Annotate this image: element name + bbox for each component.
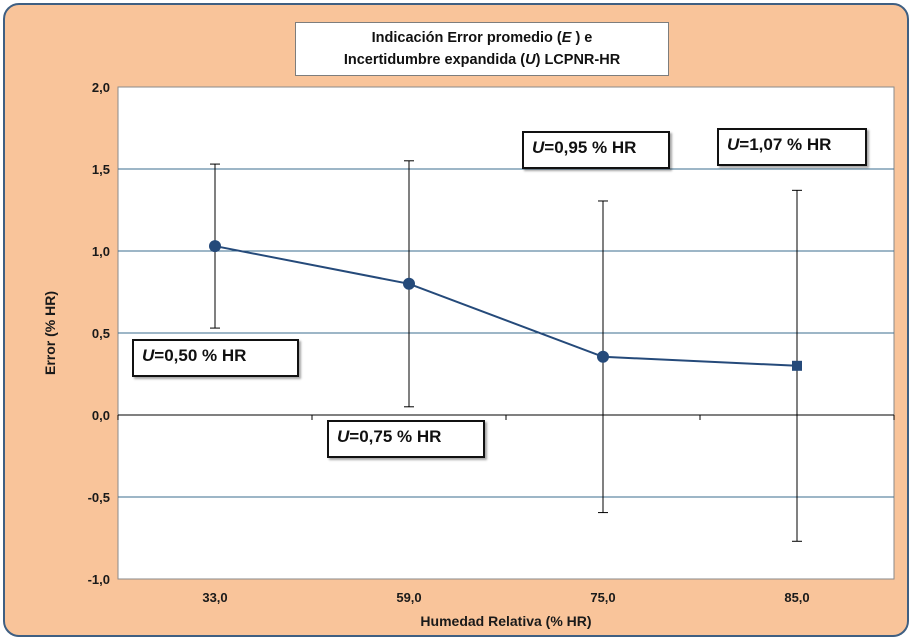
y-tick-label: -1,0 [88,572,110,587]
x-tick-label: 85,0 [784,590,809,605]
x-axis-title: Humedad Relativa (% HR) [420,613,591,629]
series-line [214,245,798,367]
y-axis-title: Error (% HR) [42,291,58,375]
data-point [597,350,609,363]
y-tick-label: 0,0 [92,408,110,423]
y-tick-label: 0,5 [92,326,110,341]
uncertainty-label-85: U=1,07 % HR [717,128,867,166]
chart-title: Indicación Error promedio (E ) e Incerti… [295,22,669,76]
y-tick-label: -0,5 [88,490,110,505]
data-point [792,360,802,371]
uncertainty-label-75: U=0,95 % HR [522,131,670,169]
y-tick-label: 1,5 [92,162,110,177]
chart-title-line2: Incertidumbre expandida (U) LCPNR-HR [343,52,621,68]
data-point [209,240,221,253]
uncertainty-label-59: U=0,75 % HR [327,420,485,458]
y-tick-label: 1,0 [92,244,110,259]
y-tick-label: 2,0 [92,80,110,95]
chart: -1,0 -0,5 0,0 0,5 1,0 1,5 2,0 33,0 59,0 75,0 85,0 H… [42,80,895,629]
data-point [403,277,415,290]
chart-frame: -1,0 -0,5 0,0 0,5 1,0 1,5 2,0 33,0 59,0 75,0 85,0 H… [3,3,909,637]
x-tick-label: 59,0 [396,590,421,605]
uncertainty-label-33: U=0,50 % HR [132,339,299,377]
x-tick-label: 33,0 [202,590,227,605]
x-tick-label: 75,0 [590,590,615,605]
chart-title-line1: Indicación Error promedio (E ) e [371,30,593,46]
